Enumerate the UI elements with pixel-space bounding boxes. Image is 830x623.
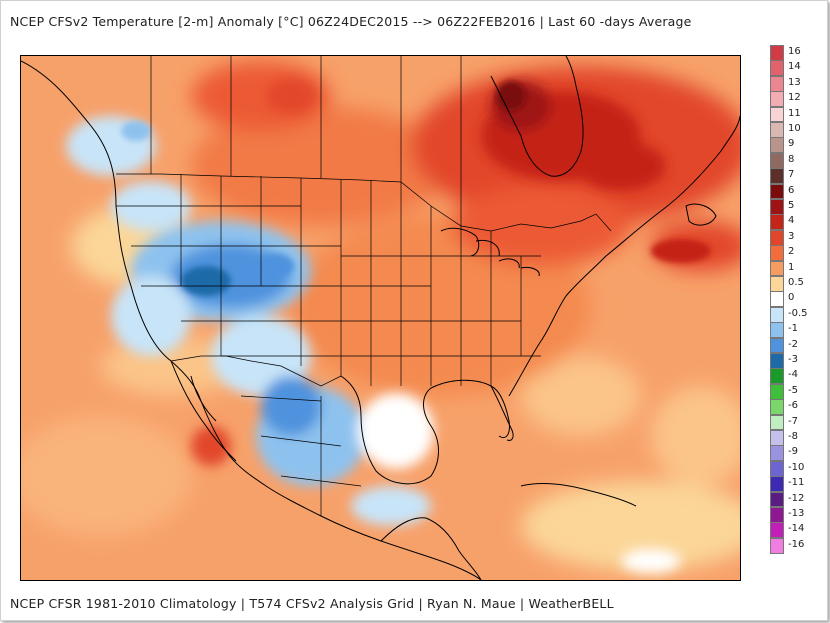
legend-swatch (770, 491, 784, 508)
legend-swatch (770, 383, 784, 400)
legend-label: 12 (788, 92, 801, 104)
legend-label: -12 (788, 492, 805, 504)
legend-label: -14 (788, 523, 805, 535)
legend-swatch (770, 122, 784, 138)
legend-swatch (770, 60, 784, 77)
legend-label: -1 (788, 323, 798, 335)
legend-swatch (770, 445, 784, 462)
legend-label: 0.5 (788, 277, 804, 288)
legend-swatch (770, 306, 784, 323)
legend-swatch (770, 460, 784, 477)
legend-swatch (770, 137, 784, 154)
legend-label: -9 (788, 446, 798, 458)
legend-label: 10 (788, 123, 801, 134)
legend-label: 3 (788, 230, 795, 242)
legend-label: -8 (788, 431, 798, 442)
legend-label: -5 (788, 384, 798, 396)
legend-label: 6 (788, 184, 795, 196)
coastlines (21, 56, 740, 580)
anomaly-regions-detail (121, 81, 711, 296)
anomaly-map-svg (21, 56, 740, 580)
legend-label: 4 (788, 215, 795, 227)
legend-label: -2 (788, 338, 798, 350)
legend-swatch (770, 337, 784, 354)
legend-swatch (770, 507, 784, 523)
legend-label: -16 (788, 538, 805, 550)
legend-swatch (770, 183, 784, 200)
legend-label: 14 (788, 61, 801, 73)
legend-label: -11 (788, 477, 805, 489)
legend-swatch (770, 199, 784, 215)
legend-label: 11 (788, 107, 801, 119)
legend-label: 5 (788, 200, 795, 211)
legend-label: 7 (788, 169, 795, 181)
legend-label: 2 (788, 246, 795, 258)
legend-label: -3 (788, 354, 798, 365)
legend-label: -10 (788, 461, 805, 473)
legend-swatch (770, 414, 784, 431)
legend-swatch (770, 45, 784, 61)
legend-swatch (770, 276, 784, 292)
legend-swatch (770, 75, 784, 92)
legend-label: 0 (788, 292, 795, 304)
legend-swatch (770, 91, 784, 108)
legend-label: 9 (788, 138, 795, 150)
legend-swatch (770, 106, 784, 123)
legend-label: -6 (788, 400, 798, 412)
legend-swatch (770, 214, 784, 231)
legend-swatch (770, 229, 784, 246)
legend-swatch (770, 353, 784, 369)
legend-swatch (770, 322, 784, 339)
legend-swatch (770, 245, 784, 262)
legend-swatch (770, 522, 784, 539)
legend-swatch (770, 291, 784, 308)
legend-swatch (770, 168, 784, 185)
legend-label: -0.5 (788, 307, 808, 319)
legend-label: -4 (788, 369, 798, 381)
legend-swatch (770, 399, 784, 416)
legend-swatch (770, 476, 784, 493)
legend-swatch (770, 152, 784, 169)
legend-label: -7 (788, 415, 798, 427)
legend-swatch (770, 260, 784, 277)
map-footer: NCEP CFSR 1981-2010 Climatology | T574 C… (10, 596, 614, 611)
legend-label: -13 (788, 508, 805, 519)
legend-label: 13 (788, 76, 801, 88)
legend-swatch (770, 368, 784, 385)
map-title: NCEP CFSv2 Temperature [2-m] Anomaly [°C… (10, 14, 692, 29)
legend-label: 1 (788, 261, 795, 273)
political-borders (116, 56, 612, 516)
legend-label: 16 (788, 46, 801, 57)
legend-swatch (770, 430, 784, 446)
anomaly-map (20, 55, 741, 581)
legend-label: 8 (788, 153, 795, 165)
legend-swatch (770, 537, 784, 554)
